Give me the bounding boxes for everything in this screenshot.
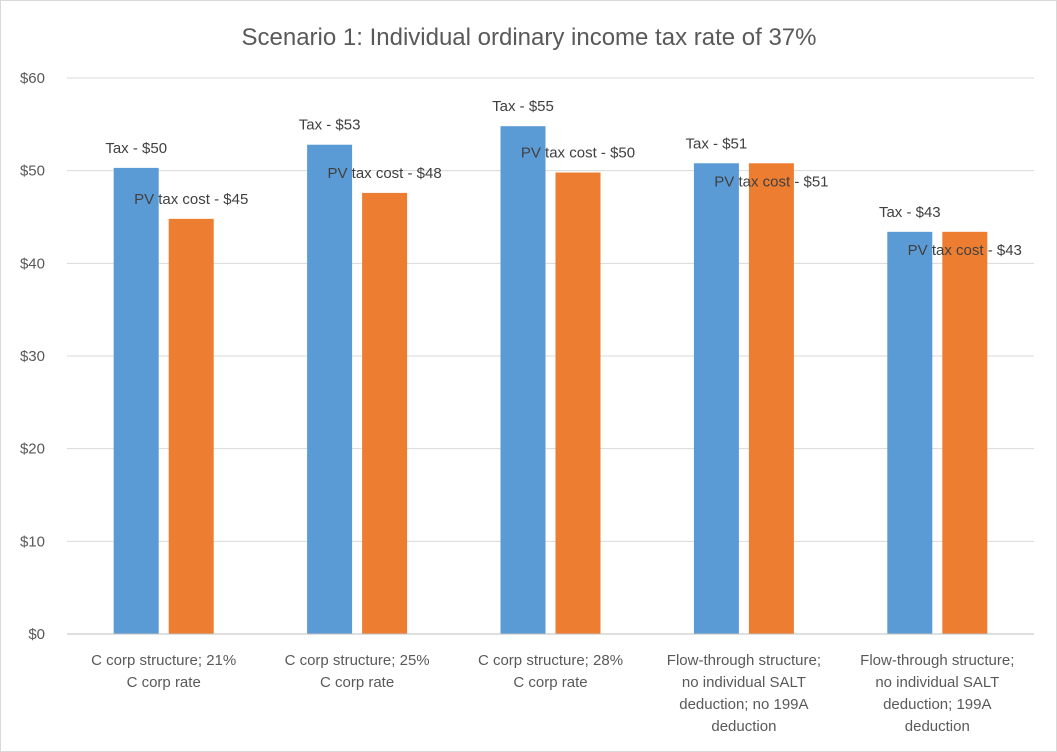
bar-tax bbox=[113, 167, 159, 635]
data-label: PV tax cost - $48 bbox=[327, 165, 441, 182]
bar-tax bbox=[500, 126, 546, 634]
x-category-label: deduction; 199A bbox=[883, 696, 991, 713]
y-tick-label: $20 bbox=[20, 441, 45, 458]
data-label: PV tax cost - $45 bbox=[134, 191, 248, 208]
bar-tax bbox=[887, 231, 933, 634]
bar-pv-tax-cost bbox=[942, 231, 988, 634]
bar-tax bbox=[693, 163, 739, 634]
y-tick-label: $30 bbox=[20, 348, 45, 365]
data-label: Tax - $51 bbox=[686, 135, 748, 152]
data-label: PV tax cost - $51 bbox=[714, 173, 828, 190]
x-category-label: no individual SALT bbox=[875, 674, 999, 691]
data-label: Tax - $55 bbox=[492, 98, 554, 115]
bar-pv-tax-cost bbox=[555, 172, 601, 634]
chart-title: Scenario 1: Individual ordinary income t… bbox=[242, 24, 817, 51]
gridlines bbox=[67, 77, 1034, 542]
x-category-label: C corp structure; 21% bbox=[91, 652, 236, 669]
data-label: Tax - $43 bbox=[879, 204, 941, 221]
bars bbox=[113, 126, 988, 635]
data-label: Tax - $53 bbox=[299, 117, 361, 134]
data-label: Tax - $50 bbox=[105, 140, 167, 157]
x-category-label: no individual SALT bbox=[682, 674, 806, 691]
x-category-label: Flow-through structure; bbox=[667, 652, 821, 669]
x-category-label: deduction bbox=[711, 718, 776, 735]
x-category-label: deduction bbox=[905, 718, 970, 735]
y-tick-label: $40 bbox=[20, 255, 45, 272]
x-category-label: deduction; no 199A bbox=[679, 696, 808, 713]
data-labels: Tax - $50 PV tax cost - $45 Tax - $53 PV ta… bbox=[105, 98, 1022, 259]
bar-tax bbox=[307, 144, 353, 634]
y-tick-label: $10 bbox=[20, 533, 45, 550]
y-tick-label: $50 bbox=[20, 163, 45, 180]
x-category-label: C corp rate bbox=[320, 674, 394, 691]
y-axis-tick-labels: $0 $10 $20 $30 $40 $50 $60 bbox=[20, 70, 45, 643]
x-category-label: C corp rate bbox=[127, 674, 201, 691]
y-tick-label: $60 bbox=[20, 70, 45, 87]
y-tick-label: $0 bbox=[28, 626, 45, 643]
data-label: PV tax cost - $50 bbox=[521, 145, 635, 162]
x-category-label: C corp structure; 28% bbox=[478, 652, 623, 669]
x-category-label: Flow-through structure; bbox=[860, 652, 1014, 669]
bar-pv-tax-cost bbox=[168, 218, 214, 634]
data-label: PV tax cost - $43 bbox=[908, 242, 1022, 259]
x-axis-category-labels: C corp structure; 21% C corp rate C corp s… bbox=[91, 652, 1014, 735]
bar-pv-tax-cost bbox=[748, 163, 794, 634]
x-category-label: C corp rate bbox=[513, 674, 587, 691]
bar-pv-tax-cost bbox=[362, 192, 408, 634]
x-category-label: C corp structure; 25% bbox=[285, 652, 430, 669]
